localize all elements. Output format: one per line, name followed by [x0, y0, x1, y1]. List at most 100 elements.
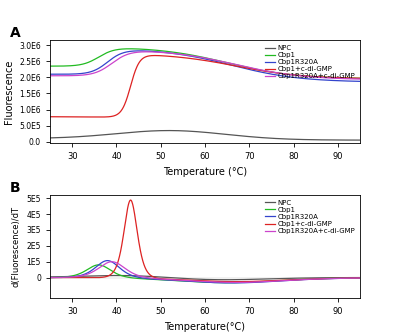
Cbp1+c-di-GMP — [358, 76, 362, 80]
Cbp1+c-di-GMP — [236, 65, 241, 69]
NPC — [166, 129, 171, 133]
Cbp1 — [315, 277, 320, 281]
Cbp1R320A+c-di-GMP — [284, 278, 288, 282]
Cbp1+c-di-GMP — [358, 276, 362, 280]
NPC — [283, 137, 288, 141]
Cbp1R320A+c-di-GMP — [236, 63, 241, 67]
Cbp1 — [283, 72, 288, 76]
Line: NPC: NPC — [50, 275, 360, 280]
Cbp1R320A — [284, 278, 288, 282]
Cbp1R320A+c-di-GMP — [358, 77, 362, 81]
Cbp1R320A — [315, 78, 320, 82]
Cbp1R320A+c-di-GMP — [109, 260, 114, 264]
Cbp1R320A+c-di-GMP — [358, 276, 362, 280]
Cbp1R320A — [48, 276, 52, 280]
Cbp1R320A+c-di-GMP — [48, 74, 52, 78]
Cbp1 — [67, 64, 72, 68]
Cbp1R320A+c-di-GMP — [144, 50, 149, 54]
Cbp1R320A — [236, 65, 241, 69]
Cbp1 — [128, 47, 132, 51]
Cbp1R320A — [67, 72, 72, 76]
NPC — [246, 277, 251, 281]
Cbp1 — [284, 278, 288, 282]
Cbp1R320A — [67, 275, 72, 279]
Cbp1R320A — [246, 281, 251, 285]
NPC — [67, 135, 72, 139]
Line: Cbp1R320A+c-di-GMP: Cbp1R320A+c-di-GMP — [50, 52, 360, 79]
Cbp1R320A — [358, 79, 362, 83]
NPC — [114, 273, 119, 277]
Legend: NPC, Cbp1, Cbp1R320A, Cbp1+c-di-GMP, Cbp1R320A+c-di-GMP: NPC, Cbp1, Cbp1R320A, Cbp1+c-di-GMP, Cbp… — [264, 198, 356, 236]
Y-axis label: Fluorescence: Fluorescence — [4, 60, 14, 124]
Cbp1+c-di-GMP — [246, 279, 251, 283]
Cbp1 — [48, 275, 52, 279]
NPC — [228, 133, 233, 137]
Cbp1 — [48, 64, 52, 68]
Cbp1R320A — [315, 277, 320, 281]
Cbp1R320A — [229, 281, 234, 285]
Cbp1+c-di-GMP — [315, 75, 320, 79]
Cbp1 — [246, 280, 251, 284]
Cbp1 — [315, 75, 320, 79]
Line: Cbp1R320A+c-di-GMP: Cbp1R320A+c-di-GMP — [50, 262, 360, 282]
Cbp1R320A+c-di-GMP — [67, 74, 72, 78]
Y-axis label: d(Fluorescence)/dT: d(Fluorescence)/dT — [12, 206, 21, 287]
Cbp1+c-di-GMP — [128, 198, 133, 202]
Cbp1+c-di-GMP — [246, 66, 251, 70]
Cbp1 — [358, 76, 362, 80]
Cbp1R320A+c-di-GMP — [315, 277, 320, 281]
NPC — [48, 136, 52, 140]
NPC — [228, 278, 233, 282]
Cbp1+c-di-GMP — [67, 115, 72, 119]
NPC — [223, 278, 228, 282]
Cbp1R320A — [283, 74, 288, 78]
Cbp1R320A+c-di-GMP — [246, 65, 250, 69]
Cbp1+c-di-GMP — [236, 280, 241, 284]
Cbp1R320A+c-di-GMP — [315, 75, 320, 79]
NPC — [358, 276, 362, 280]
Line: Cbp1+c-di-GMP: Cbp1+c-di-GMP — [50, 56, 360, 117]
NPC — [236, 278, 241, 282]
Cbp1R320A — [246, 67, 250, 71]
Cbp1+c-di-GMP — [234, 280, 238, 284]
Cbp1+c-di-GMP — [97, 115, 102, 119]
Cbp1R320A — [48, 72, 52, 76]
Cbp1+c-di-GMP — [284, 72, 288, 76]
Cbp1R320A+c-di-GMP — [236, 280, 241, 284]
NPC — [236, 134, 241, 138]
Cbp1R320A — [228, 281, 233, 285]
Text: B: B — [10, 181, 20, 195]
Line: Cbp1: Cbp1 — [50, 265, 360, 283]
Cbp1+c-di-GMP — [48, 115, 52, 119]
NPC — [315, 276, 320, 280]
NPC — [48, 275, 52, 279]
Cbp1 — [225, 281, 230, 285]
Cbp1R320A+c-di-GMP — [246, 280, 251, 284]
Cbp1 — [358, 276, 362, 280]
NPC — [246, 134, 250, 138]
Cbp1 — [96, 263, 101, 267]
Cbp1R320A — [228, 63, 233, 67]
Cbp1 — [236, 63, 241, 67]
Cbp1 — [228, 281, 233, 285]
Cbp1R320A+c-di-GMP — [234, 280, 238, 284]
Cbp1+c-di-GMP — [67, 276, 72, 280]
Line: Cbp1: Cbp1 — [50, 49, 360, 78]
Legend: NPC, Cbp1, Cbp1R320A, Cbp1+c-di-GMP, Cbp1R320A+c-di-GMP: NPC, Cbp1, Cbp1R320A, Cbp1+c-di-GMP, Cbp… — [264, 44, 356, 81]
Cbp1+c-di-GMP — [315, 277, 320, 281]
NPC — [315, 138, 320, 142]
Cbp1 — [236, 280, 241, 284]
Cbp1R320A+c-di-GMP — [228, 61, 233, 65]
X-axis label: Temperature (°C): Temperature (°C) — [163, 167, 247, 177]
X-axis label: Temperature(°C): Temperature(°C) — [164, 322, 246, 332]
Line: Cbp1+c-di-GMP: Cbp1+c-di-GMP — [50, 200, 360, 282]
Cbp1+c-di-GMP — [228, 280, 233, 284]
Cbp1R320A — [105, 259, 110, 263]
Cbp1+c-di-GMP — [152, 54, 157, 58]
Cbp1+c-di-GMP — [228, 63, 233, 67]
Text: A: A — [10, 26, 20, 40]
Cbp1R320A+c-di-GMP — [48, 275, 52, 279]
NPC — [358, 138, 362, 142]
Cbp1R320A+c-di-GMP — [67, 275, 72, 279]
NPC — [284, 276, 288, 280]
